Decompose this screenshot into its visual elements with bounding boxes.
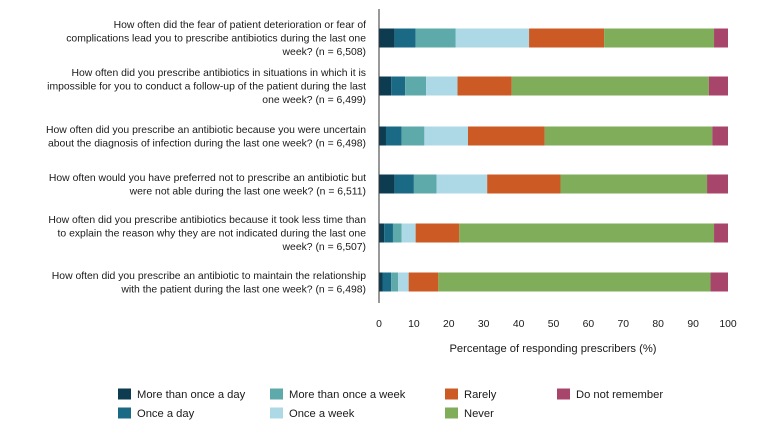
legend-swatch [270, 388, 283, 400]
bar-segment-once-a-day [384, 223, 393, 243]
bar-segment-rarely [529, 28, 605, 48]
legend-swatch [445, 388, 458, 400]
bar-segment-more-than-once-a-week [391, 272, 399, 292]
legend-label: Do not remember [576, 389, 663, 401]
bar-segment-do-not-remember [714, 223, 728, 243]
bar-segment-never [459, 223, 715, 243]
bar-segment-rarely [487, 174, 561, 194]
bars [379, 28, 728, 292]
bar-segment-more-than-once-a-day [379, 272, 383, 292]
bar-segment-once-a-day [382, 272, 392, 292]
question-label-line: How often did you prescribe an antibioti… [46, 125, 366, 136]
bar-segment-once-a-week [398, 272, 409, 292]
bar-segment-more-than-once-a-day [379, 174, 395, 194]
legend: More than once a day Once a day More than … [118, 388, 663, 420]
bar-segment-more-than-once-a-week [392, 223, 402, 243]
bar-segment-once-a-week [426, 76, 458, 96]
bar-segment-once-a-day [394, 28, 416, 48]
legend-label: Rarely [464, 389, 497, 401]
bar-segment-never [544, 126, 713, 146]
bar-segment-more-than-once-a-week [401, 126, 425, 146]
x-tick-label: 60 [583, 319, 595, 330]
legend-label: Once a day [137, 408, 195, 420]
question-label-line: about the diagnosis of infection during … [48, 138, 366, 149]
question-label-line: How often did you prescribe antibiotics … [48, 215, 366, 226]
bar-segment-once-a-day [394, 174, 414, 194]
x-tick-label: 70 [618, 319, 630, 330]
x-tick-label: 100 [719, 319, 737, 330]
x-axis-title: Percentage of responding prescribers (%) [449, 343, 656, 355]
legend-swatch [118, 407, 131, 419]
x-tick-label: 0 [376, 319, 382, 330]
question-label-line: impossible for you to conduct a follow-u… [47, 82, 366, 93]
bar-segment-do-not-remember [710, 272, 728, 292]
bar-segment-once-a-week [424, 126, 468, 146]
x-tick-label: 80 [652, 319, 664, 330]
x-tick-label: 30 [478, 319, 490, 330]
legend-swatch [557, 388, 570, 400]
question-label-line: complications lead you to prescribe anti… [66, 34, 366, 45]
question-label-line: How often did the fear of patient deteri… [114, 20, 367, 31]
bar-segment-more-than-once-a-week [415, 28, 456, 48]
bar-segment-more-than-once-a-day [379, 76, 392, 96]
bar-segment-once-a-week [455, 28, 530, 48]
legend-swatch [445, 407, 458, 419]
bar-segment-more-than-once-a-day [379, 126, 386, 146]
bar-segment-once-a-week [401, 223, 416, 243]
question-label-line: were not able during the last one week? … [129, 186, 366, 197]
x-tick-label: 40 [513, 319, 525, 330]
bar-segment-once-a-week [436, 174, 488, 194]
question-label-line: with the patient during the last one wee… [120, 284, 366, 295]
question-labels: How often did the fear of patient deteri… [46, 20, 366, 295]
bar-segment-once-a-day [391, 76, 406, 96]
bar-segment-do-not-remember [708, 76, 728, 96]
bar-segment-more-than-once-a-week [405, 76, 427, 96]
bar-segment-rarely [468, 126, 545, 146]
bar-segment-more-than-once-a-day [379, 223, 385, 243]
bar-segment-once-a-day [385, 126, 402, 146]
bar-segment-never [560, 174, 708, 194]
bar-segment-rarely [457, 76, 512, 96]
question-label-line: week? (n = 6,507) [282, 242, 366, 253]
legend-swatch [118, 388, 131, 400]
bar-segment-more-than-once-a-week [413, 174, 437, 194]
legend-label: More than once a week [289, 389, 406, 401]
x-tick-label: 10 [408, 319, 420, 330]
question-label-line: one week? (n = 6,499) [262, 95, 366, 106]
question-label-line: week? (n = 6,508) [282, 47, 366, 58]
bar-segment-do-not-remember [707, 174, 728, 194]
bar-segment-rarely [408, 272, 439, 292]
question-label-line: How often did you prescribe an antibioti… [52, 271, 366, 282]
question-label-line: to explain the reason why they are not i… [58, 229, 367, 240]
bar-segment-never [511, 76, 709, 96]
legend-label: Never [464, 408, 494, 420]
bar-segment-never [604, 28, 715, 48]
legend-swatch [270, 407, 283, 419]
bar-segment-do-not-remember [712, 126, 728, 146]
bar-segment-rarely [415, 223, 460, 243]
bar-segment-more-than-once-a-day [379, 28, 395, 48]
x-tick-label: 50 [548, 319, 560, 330]
x-tick-label: 20 [443, 319, 455, 330]
x-axis: 0 10 20 30 40 50 60 70 80 90 100 [376, 9, 737, 330]
question-label-line: How often would you have preferred not t… [49, 173, 366, 184]
bar-segment-never [438, 272, 711, 292]
bar-segment-do-not-remember [714, 28, 728, 48]
legend-label: More than once a day [137, 389, 246, 401]
question-label-line: How often did you prescribe antibiotics … [71, 68, 366, 79]
legend-label: Once a week [289, 408, 355, 420]
x-tick-label: 90 [687, 319, 699, 330]
